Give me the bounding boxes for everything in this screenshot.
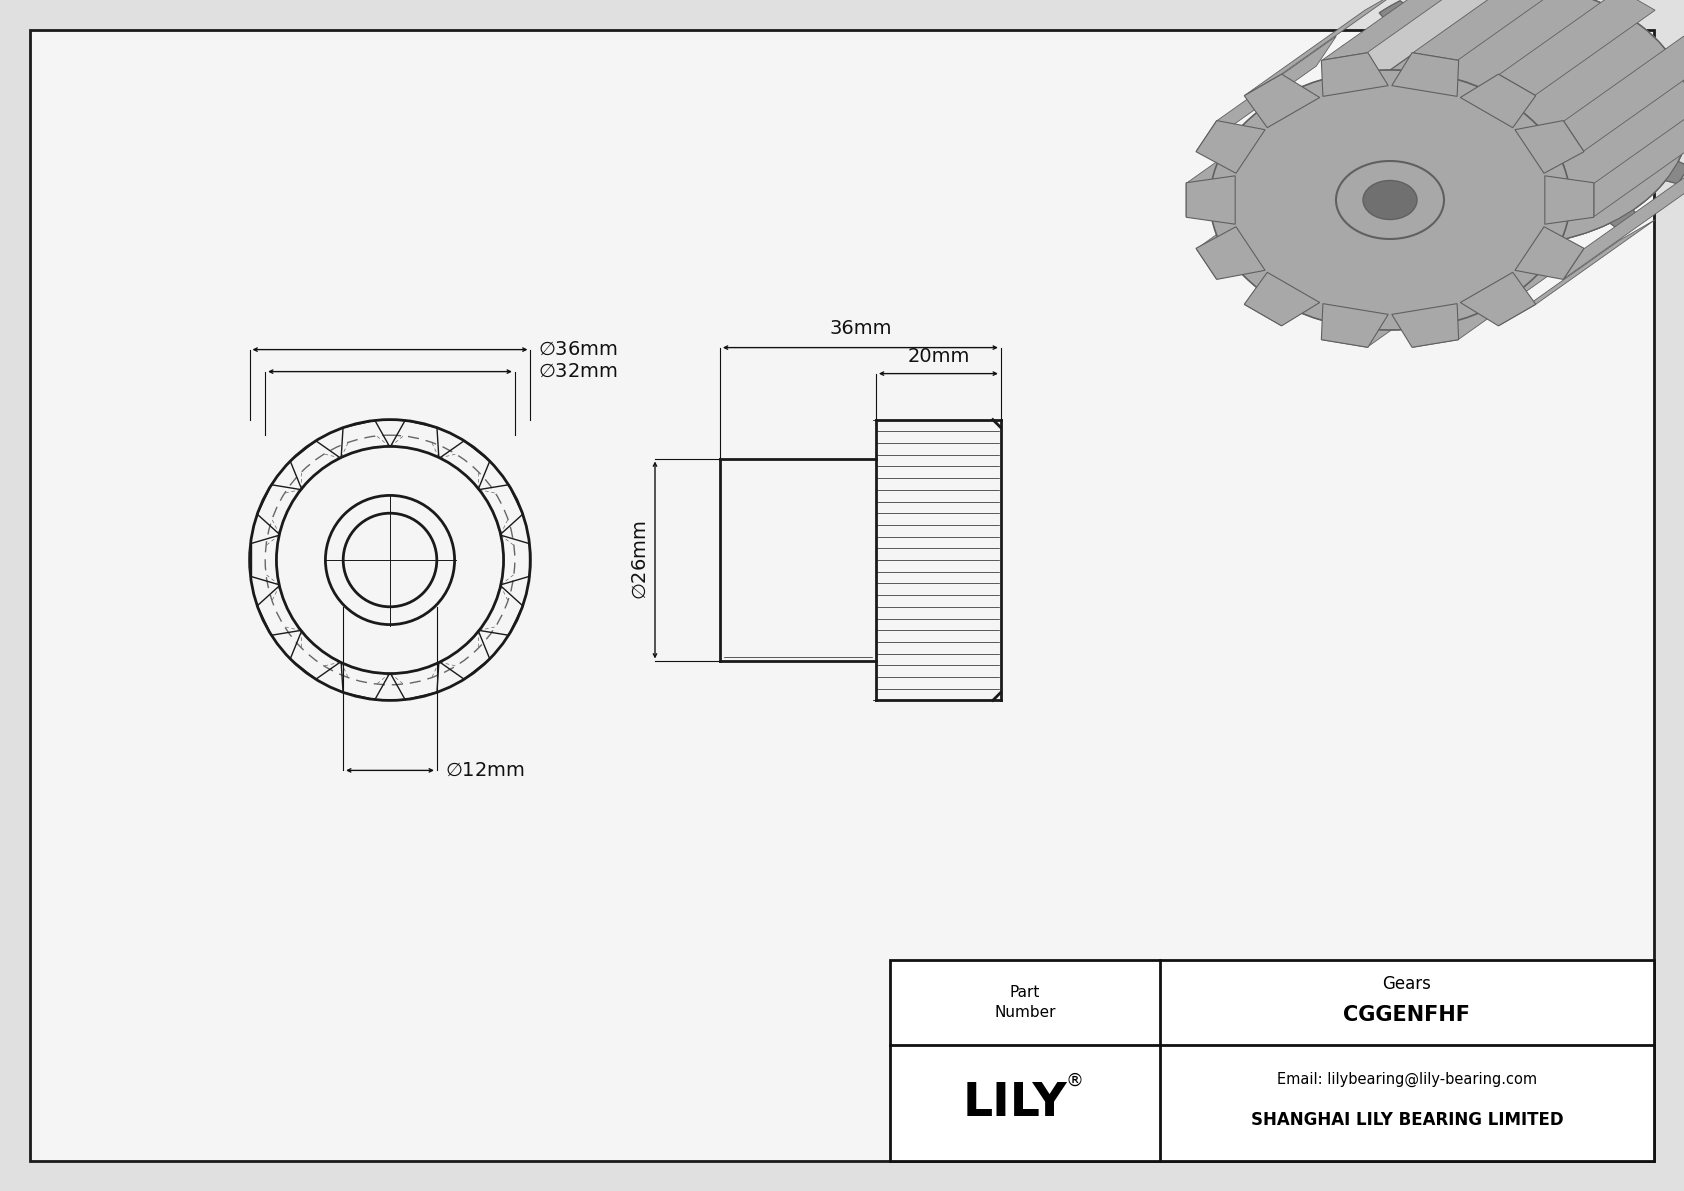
- Text: Gears: Gears: [1383, 974, 1431, 993]
- Polygon shape: [1391, 304, 1458, 348]
- Text: $\varnothing$12mm: $\varnothing$12mm: [445, 761, 524, 780]
- Polygon shape: [1322, 304, 1388, 348]
- Text: 36mm: 36mm: [829, 319, 891, 337]
- Polygon shape: [1391, 52, 1458, 96]
- Polygon shape: [1544, 176, 1593, 224]
- Polygon shape: [1186, 176, 1234, 224]
- Ellipse shape: [1211, 70, 1569, 330]
- Text: CGGENFHF: CGGENFHF: [1344, 1005, 1470, 1025]
- Bar: [891, 960, 1654, 1161]
- Polygon shape: [1322, 0, 1487, 60]
- Polygon shape: [1196, 164, 1335, 279]
- Ellipse shape: [1330, 0, 1684, 245]
- Polygon shape: [1186, 99, 1307, 217]
- Polygon shape: [1322, 255, 1487, 348]
- Polygon shape: [1196, 226, 1265, 280]
- Text: $\varnothing$36mm: $\varnothing$36mm: [539, 341, 618, 360]
- Polygon shape: [1244, 74, 1320, 127]
- Polygon shape: [1413, 0, 1578, 60]
- Polygon shape: [1460, 273, 1536, 326]
- Polygon shape: [1244, 273, 1320, 326]
- Text: Email: lilybearing@lily-bearing.com: Email: lilybearing@lily-bearing.com: [1276, 1072, 1537, 1087]
- Polygon shape: [1389, 0, 1684, 330]
- Text: SHANGHAI LILY BEARING LIMITED: SHANGHAI LILY BEARING LIMITED: [1251, 1111, 1563, 1129]
- Polygon shape: [1460, 74, 1536, 127]
- Text: $\varnothing$32mm: $\varnothing$32mm: [539, 362, 618, 381]
- Polygon shape: [1499, 0, 1655, 95]
- Polygon shape: [1516, 120, 1585, 174]
- Polygon shape: [1244, 220, 1401, 325]
- Polygon shape: [1322, 52, 1388, 96]
- Polygon shape: [1244, 0, 1401, 95]
- Text: 20mm: 20mm: [908, 347, 970, 366]
- Polygon shape: [1211, 0, 1511, 330]
- Polygon shape: [1564, 36, 1684, 151]
- Polygon shape: [1564, 164, 1684, 279]
- Polygon shape: [1499, 220, 1655, 325]
- Text: $\varnothing$26mm: $\varnothing$26mm: [632, 520, 650, 600]
- Text: Part
Number: Part Number: [994, 985, 1056, 1019]
- Polygon shape: [1595, 99, 1684, 217]
- Polygon shape: [1317, 0, 1684, 252]
- Polygon shape: [1413, 255, 1578, 348]
- Text: LILY: LILY: [963, 1080, 1068, 1125]
- Polygon shape: [1196, 120, 1265, 174]
- Polygon shape: [1516, 226, 1585, 280]
- Ellipse shape: [1362, 181, 1416, 219]
- Text: ®: ®: [1066, 1072, 1084, 1090]
- Polygon shape: [1196, 36, 1335, 151]
